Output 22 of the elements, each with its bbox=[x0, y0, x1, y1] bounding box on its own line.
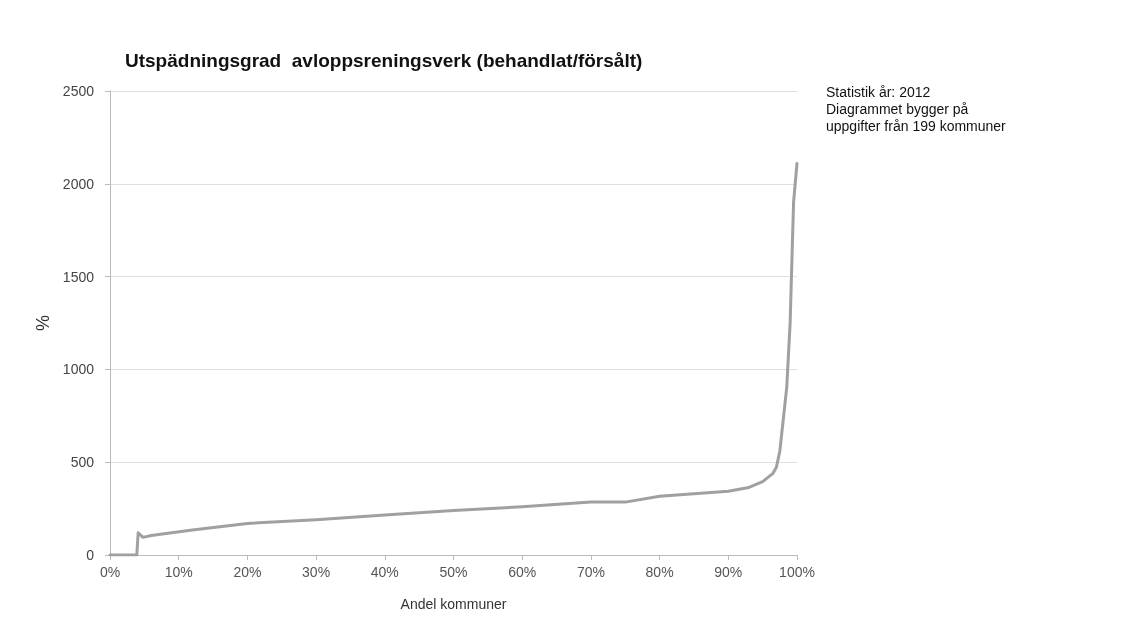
x-tick-label: 80% bbox=[645, 564, 674, 580]
x-tick-label: 60% bbox=[508, 564, 537, 580]
x-tick-label: 10% bbox=[164, 564, 193, 580]
text: Diagrammet bygger på uppgifter från 199 kommuner bbox=[826, 100, 1007, 134]
y-tick-label: 1500 bbox=[62, 268, 95, 285]
y-tick-label: 0 bbox=[86, 547, 95, 563]
x-tick-label: 50% bbox=[439, 564, 468, 580]
y-tick-label: 500 bbox=[70, 454, 95, 471]
x-tick-label: 30% bbox=[302, 564, 331, 580]
y-axis-title: % bbox=[32, 314, 53, 332]
x-tick-label: 90% bbox=[714, 564, 743, 580]
x-tick-label: 100% bbox=[779, 564, 815, 580]
x-tick-label: 40% bbox=[370, 564, 399, 580]
x-tick-label: 20% bbox=[233, 564, 262, 580]
y-tick-label: 2000 bbox=[62, 175, 95, 192]
text: Statistik år: 2012 bbox=[826, 83, 931, 100]
chart-title: Utspädningsgrad avloppsreningsverk (behandlat/försålt) bbox=[125, 50, 643, 71]
y-tick-label: 2500 bbox=[62, 83, 95, 99]
x-tick-label: 70% bbox=[576, 564, 605, 580]
x-tick-label: 0% bbox=[99, 564, 121, 580]
x-axis-title: Andel kommuner bbox=[400, 596, 507, 612]
y-tick-label: 1000 bbox=[62, 361, 95, 378]
